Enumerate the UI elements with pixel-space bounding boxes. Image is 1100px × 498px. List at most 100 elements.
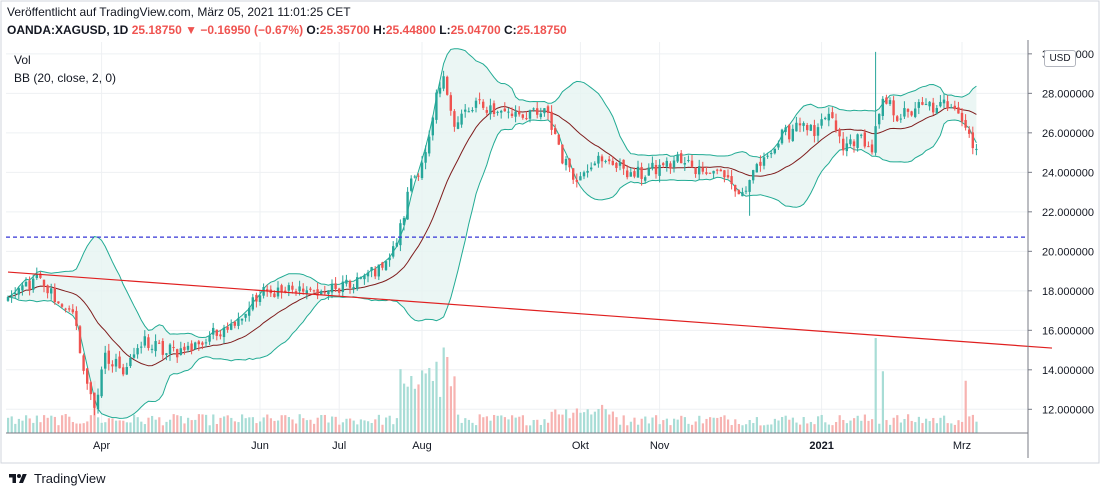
drawn-lines[interactable] <box>6 236 1053 349</box>
volume-bar <box>950 423 953 433</box>
volume-bar <box>701 423 704 433</box>
candle-body <box>176 349 179 358</box>
volume-bar <box>827 424 830 433</box>
candle-body <box>492 103 496 115</box>
candle-body <box>330 283 334 293</box>
candle-body <box>226 326 229 330</box>
volume-bar <box>161 425 164 433</box>
volume-bar <box>493 414 496 433</box>
candle-body <box>867 146 870 148</box>
price-change: −0.16950 (−0.67%) <box>200 23 304 37</box>
candle-body <box>701 167 704 172</box>
volume-bar <box>763 425 766 433</box>
volume-bar <box>716 417 719 433</box>
candle-body <box>953 105 956 109</box>
volume-bar <box>748 420 751 433</box>
candle-body <box>392 246 395 257</box>
candle-body <box>71 309 74 313</box>
candle-body <box>320 291 323 295</box>
volume-bar <box>741 425 744 433</box>
candle-body <box>629 172 632 177</box>
candle-body <box>518 110 521 115</box>
candle-body <box>644 177 647 181</box>
y-tick-label: 28.000000 <box>1042 88 1094 100</box>
volume-bar <box>737 424 740 433</box>
candle-body <box>507 111 510 113</box>
volume-bar <box>539 424 542 433</box>
volume-bar <box>838 415 841 433</box>
candle-body <box>233 322 236 326</box>
candle-body <box>842 138 845 151</box>
footer-branding[interactable]: TradingView <box>8 471 106 486</box>
candle-body <box>438 87 442 94</box>
volume-bar <box>791 417 794 433</box>
currency-badge[interactable]: USD <box>1044 50 1076 67</box>
candle-body <box>21 285 24 291</box>
candle-body <box>359 277 362 279</box>
volume-bar <box>799 424 802 433</box>
candle-body <box>323 292 326 294</box>
candle-body <box>154 341 157 352</box>
volume-bar <box>14 423 17 433</box>
candle-body <box>89 382 92 395</box>
volume-bar <box>579 412 582 433</box>
volume-bar <box>719 416 722 433</box>
candle-body <box>147 337 150 349</box>
volume-bar <box>518 416 521 433</box>
y-tick-label: 18.000000 <box>1042 286 1094 298</box>
candle-body <box>294 291 298 293</box>
volume-bar <box>817 416 820 433</box>
candle-body <box>870 144 874 153</box>
indicator-vol[interactable]: Vol <box>14 53 31 67</box>
published-info: Veröffentlicht auf TradingView.com, März… <box>7 5 351 19</box>
volume-bar <box>431 380 434 433</box>
bb-upper <box>7 48 977 339</box>
volume-bar <box>413 388 416 433</box>
candle-body <box>230 324 233 330</box>
volume-bar <box>532 419 535 433</box>
volume-bar <box>176 415 179 433</box>
volume-bar <box>626 425 629 433</box>
volume-bar <box>75 423 78 433</box>
candle-body <box>795 122 798 132</box>
candle-body <box>370 267 373 271</box>
candle-body <box>111 364 114 367</box>
volume-bar <box>43 415 46 433</box>
volume-bar <box>151 415 154 433</box>
candle-body <box>683 163 686 165</box>
volume-bar <box>323 414 326 433</box>
volume-bar <box>561 414 564 433</box>
symbol-name[interactable]: OANDA:XAGUSD, 1D <box>7 23 129 37</box>
volume-bar <box>842 419 845 433</box>
candle-body <box>273 293 276 298</box>
volume-bar <box>572 412 575 433</box>
volume-bar <box>118 420 121 433</box>
candle-body <box>600 156 604 162</box>
x-tick-label: Jun <box>251 440 269 452</box>
volume-bar <box>79 423 82 433</box>
volume-bar <box>417 384 420 433</box>
volume-bar <box>125 422 128 433</box>
candle-body <box>14 292 17 294</box>
candle-body <box>741 192 744 197</box>
volume-bar <box>831 425 834 433</box>
candle-body <box>96 394 100 410</box>
volume-bar <box>619 424 622 433</box>
volume-bar <box>557 414 560 433</box>
candle-body <box>172 346 175 348</box>
candle-body <box>446 76 449 95</box>
candle-body <box>312 290 316 292</box>
candle-body <box>910 111 913 116</box>
candle-body <box>597 155 600 164</box>
candle-body <box>384 261 388 270</box>
indicator-bollinger[interactable]: BB (20, close, 2, 0) <box>14 71 117 85</box>
y-tick-label: 26.000000 <box>1042 128 1094 140</box>
volume-bar <box>892 417 895 433</box>
candle-body <box>500 110 503 113</box>
candle-body <box>208 335 211 342</box>
volume-bar <box>316 417 319 433</box>
open-value: 25.35700 <box>319 23 370 37</box>
bb-fill <box>8 48 977 419</box>
volume-bar <box>687 423 690 433</box>
